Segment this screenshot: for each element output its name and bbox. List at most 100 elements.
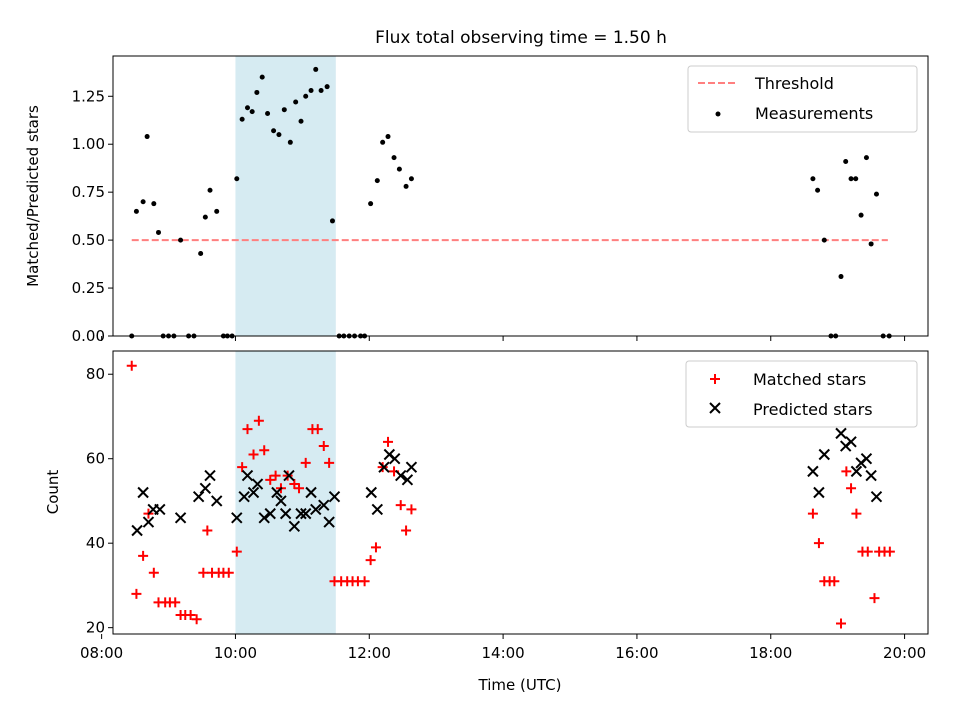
measurement-point [254, 89, 260, 95]
measurement-point [843, 158, 849, 164]
top-ytick-label: 0.50 [72, 231, 105, 249]
predicted-star-point [845, 436, 857, 448]
matched-star-point [862, 546, 873, 557]
matched-star-point [312, 424, 323, 435]
measurement-point [868, 241, 874, 247]
measurement-point [202, 214, 208, 220]
x-axis-label: Time (UTC) [478, 676, 562, 694]
measurement-point [239, 116, 245, 122]
bottom-ytick-label: 40 [86, 534, 105, 552]
measurement-point [271, 128, 277, 134]
predicted-star-point [251, 478, 264, 490]
measurement-point [151, 201, 157, 207]
top-y-axis-label: Matched/Predicted stars [24, 105, 42, 287]
matched-star-point [231, 546, 242, 557]
measurement-point [281, 107, 287, 113]
top-x-axis [101, 336, 906, 341]
matched-star-point [836, 618, 847, 629]
bottom-ytick-label: 20 [86, 619, 105, 637]
matched-star-point [202, 525, 213, 536]
measurement-point [324, 84, 330, 90]
matched-star-point [395, 500, 406, 511]
predicted-star-point [807, 465, 819, 478]
matched-star-point [841, 466, 852, 477]
predicted-star-point [154, 503, 166, 516]
measurement-point [140, 199, 146, 205]
predicted-star-point [870, 491, 883, 503]
predicted-star-point [813, 486, 825, 499]
matched-star-point [170, 597, 181, 608]
matched-star-point [300, 457, 311, 468]
measurement-point [821, 237, 827, 243]
matched-star-point [126, 360, 137, 371]
measurement-point [329, 218, 335, 224]
predicted-star-point [371, 503, 384, 516]
measurement-point [403, 183, 409, 189]
predicted-star-point [860, 453, 873, 465]
predicted-star-point [241, 469, 254, 482]
measurement-point [178, 237, 184, 243]
matched-star-point [237, 462, 248, 473]
bottom-ytick-label: 60 [86, 450, 105, 468]
measurement-point [873, 191, 879, 197]
predicted-star-point [288, 520, 301, 532]
measurement-point [815, 187, 821, 193]
matched-star-point [406, 504, 417, 515]
measurement-point [380, 139, 386, 145]
predicted-star-point [264, 507, 276, 520]
measurement-point [287, 139, 293, 145]
measurement-point [396, 166, 402, 172]
measurement-point [858, 212, 864, 218]
top-legend-frame [687, 65, 918, 133]
matched-star-point [148, 567, 159, 578]
matched-star-point [294, 483, 305, 494]
measurement-point [391, 155, 397, 161]
matched-star-point [191, 614, 202, 625]
top-highlight-span [235, 56, 336, 336]
measurement-point [249, 109, 255, 115]
measurement-point [853, 176, 859, 182]
legend-matched-label: Matched stars [753, 370, 866, 389]
top-ytick-label: 0.75 [72, 183, 105, 201]
matched-star-point [131, 588, 142, 599]
measurement-point [293, 99, 299, 105]
legend-matched-swatch [710, 374, 720, 384]
matched-star-point [813, 538, 824, 549]
measurement-point [408, 176, 414, 182]
predicted-star-point [865, 469, 877, 482]
measurement-point [144, 134, 150, 140]
matched-star-point [259, 445, 270, 456]
measurement-point [276, 132, 282, 138]
predicted-star-point [305, 486, 317, 499]
bottom-legend-frame [685, 360, 918, 428]
predicted-star-point [279, 507, 292, 520]
bottom-xtick-label: 10:00 [214, 644, 257, 662]
measurement-point [265, 111, 271, 117]
top-panel-frame [112, 55, 929, 337]
matched-star-point [383, 436, 394, 447]
bottom-xtick-label: 20:00 [883, 644, 926, 662]
measurement-point [259, 74, 265, 80]
matched-star-point [401, 525, 412, 536]
legend-measurements-label: Measurements [755, 104, 873, 123]
top-legend: Threshold Measurements [687, 65, 918, 133]
measurement-point [234, 176, 240, 182]
predicted-star-point [395, 469, 407, 482]
predicted-star-point [231, 512, 243, 524]
predicted-star-point [271, 486, 283, 499]
bottom-xtick-label: 12:00 [348, 644, 391, 662]
predicted-star-point [378, 461, 390, 473]
measurement-point [133, 208, 139, 214]
measurement-point [810, 176, 816, 182]
measurement-point [198, 251, 204, 257]
ratio-panel: 0.00 0.25 0.50 0.75 1.00 1.25 Matched/Predict… [24, 55, 929, 345]
predicted-star-point [295, 507, 307, 520]
predicted-star-point [365, 486, 377, 499]
predicted-star-point [137, 486, 149, 499]
matched-star-point [270, 470, 281, 481]
matched-star-point [318, 441, 329, 452]
matched-star-point [869, 593, 880, 604]
matched-star-point [370, 542, 381, 553]
matched-star-point [884, 546, 895, 557]
count-panel: 20 40 60 80 08:00 10:00 12:00 14:00 16:00 18:00 2… [44, 350, 929, 694]
